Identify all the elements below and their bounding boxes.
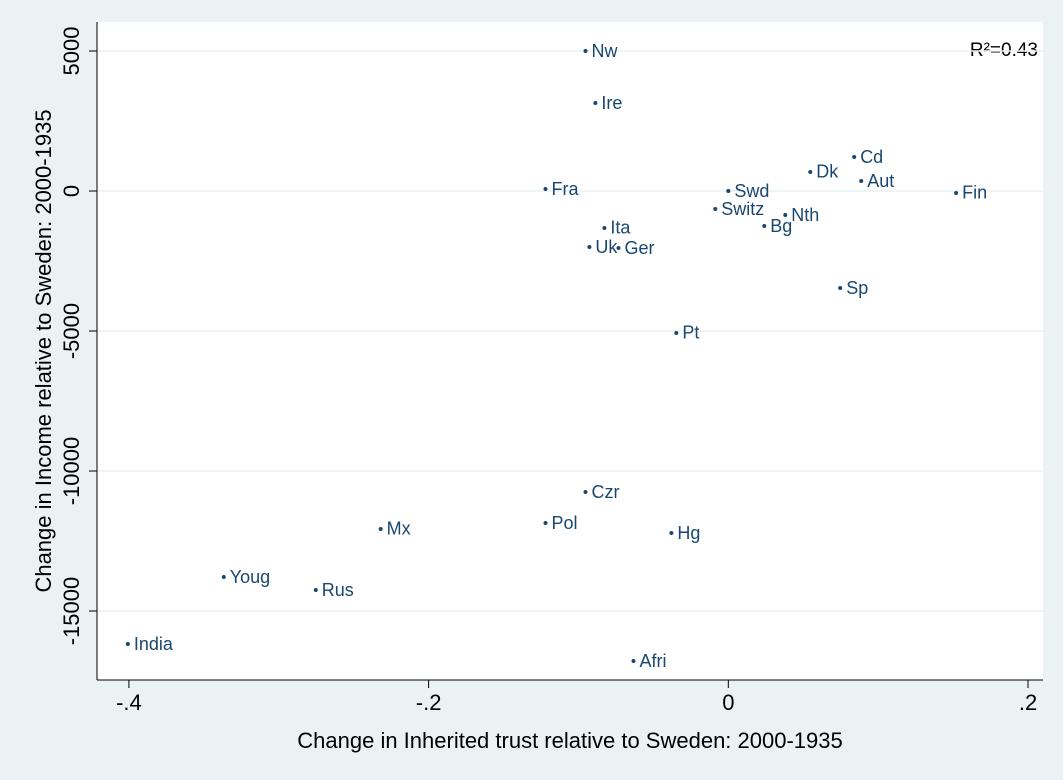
point xyxy=(313,588,318,593)
point xyxy=(783,213,788,218)
point xyxy=(583,49,588,54)
point-label: Mx xyxy=(387,519,411,539)
point xyxy=(669,531,674,535)
point-label: Cd xyxy=(860,147,883,167)
point-label: Pol xyxy=(551,513,577,533)
point xyxy=(713,207,718,212)
y-tick-label: 5000 xyxy=(59,27,84,76)
point-label: Fra xyxy=(551,179,579,199)
plot-area xyxy=(97,22,1043,680)
x-tick-label: -.2 xyxy=(416,690,442,715)
point xyxy=(125,642,130,647)
point-label: Ire xyxy=(601,93,622,113)
y-tick-label: -5000 xyxy=(59,303,84,359)
point-label: Nth xyxy=(791,205,819,225)
point-label: Ger xyxy=(624,238,654,258)
point xyxy=(378,526,383,531)
point-label: Youg xyxy=(230,567,270,587)
point-label: Fin xyxy=(962,183,987,203)
point xyxy=(838,286,843,290)
x-axis-title: Change in Inherited trust relative to Sw… xyxy=(297,728,842,753)
x-tick-label: .2 xyxy=(1019,690,1037,715)
point xyxy=(583,490,588,495)
point-label: Ita xyxy=(610,218,631,238)
point-label: Switz xyxy=(721,199,764,219)
point xyxy=(674,330,679,335)
point xyxy=(954,190,959,195)
point xyxy=(602,225,607,230)
point xyxy=(808,169,813,174)
point xyxy=(859,179,864,184)
point-label: Czr xyxy=(592,482,620,502)
point-label: Dk xyxy=(816,162,839,182)
x-tick-label: 0 xyxy=(722,690,734,715)
point-label: Aut xyxy=(867,171,894,191)
y-axis-title: Change in Income relative to Sweden: 200… xyxy=(31,109,56,592)
point xyxy=(631,659,636,664)
point-label: Nw xyxy=(592,41,619,61)
point-label: Swd xyxy=(734,181,769,201)
point xyxy=(543,521,548,526)
y-tick-label: 0 xyxy=(59,185,84,197)
y-tick-label: -15000 xyxy=(59,577,84,646)
point xyxy=(593,101,598,106)
point xyxy=(616,246,621,251)
point-label: Uk xyxy=(595,237,618,257)
point xyxy=(762,224,767,229)
point-label: Afri xyxy=(639,651,666,671)
point xyxy=(221,575,226,580)
point xyxy=(726,189,731,194)
x-tick-label: -.4 xyxy=(116,690,142,715)
point-label: Rus xyxy=(322,580,354,600)
y-tick-label: -10000 xyxy=(59,437,84,506)
point xyxy=(587,245,592,250)
point-label: Pt xyxy=(682,323,699,343)
point xyxy=(543,187,548,192)
point-label: Sp xyxy=(846,278,868,298)
point-label: Bg xyxy=(770,216,792,236)
point-label: India xyxy=(134,634,174,654)
point xyxy=(852,155,857,160)
point-label: Hg xyxy=(677,523,700,543)
